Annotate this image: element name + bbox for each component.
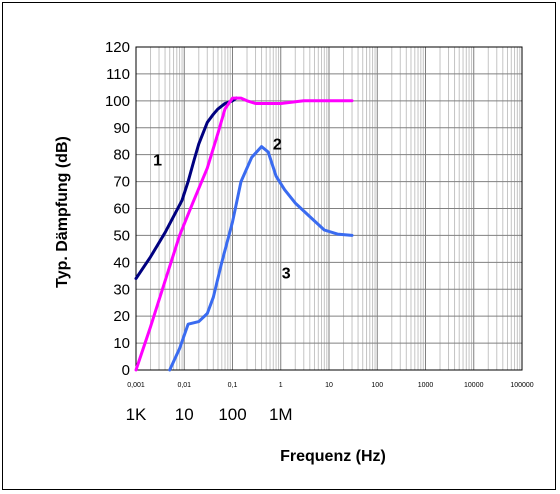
x-tick-label: 100 xyxy=(371,382,383,389)
alt-scale-label: 1K xyxy=(126,405,147,424)
x-tick-label: 10 xyxy=(325,382,333,389)
y-tick-label: 110 xyxy=(106,66,130,83)
alt-scale-label: 100 xyxy=(218,405,246,424)
y-tick-label: 0 xyxy=(122,362,130,379)
y-tick-label: 40 xyxy=(113,254,130,271)
y-tick-label: 120 xyxy=(105,39,130,56)
y-tick-label: 70 xyxy=(113,174,130,191)
series-annotation: 2 xyxy=(273,136,282,153)
series-lines xyxy=(136,98,352,370)
x-tick-label: 0,001 xyxy=(127,382,145,389)
series-annotation: 3 xyxy=(282,265,291,282)
series-line-2 xyxy=(136,98,352,370)
x-tick-labels: 0,001 0,01 0,1 1 10 100 1000 10000 100000 xyxy=(127,382,534,389)
y-tick-label: 50 xyxy=(113,227,130,244)
y-tick-label: 30 xyxy=(113,281,130,298)
y-axis-label: Typ. Dämpfung (dB) xyxy=(54,136,71,288)
y-tick-label: 80 xyxy=(113,147,130,164)
x-tick-label: 100000 xyxy=(510,382,533,389)
x-tick-label: 0,1 xyxy=(228,382,238,389)
alt-scale-label: 10 xyxy=(175,405,194,424)
x-tick-label: 1 xyxy=(279,382,283,389)
x-tick-label: 1000 xyxy=(418,382,434,389)
x-axis-label: Frequenz (Hz) xyxy=(280,448,386,465)
alt-scale-labels: 1K 10 100 1M xyxy=(126,405,293,424)
y-tick-label: 10 xyxy=(113,335,130,352)
series-annotation: 1 xyxy=(153,152,162,169)
y-tick-label: 60 xyxy=(113,201,130,218)
x-tick-label: 0,01 xyxy=(177,382,191,389)
y-tick-label: 100 xyxy=(105,93,130,110)
y-tick-label: 90 xyxy=(113,120,130,137)
y-tick-labels: 0 10 20 30 40 50 60 70 80 90 100 110 120 xyxy=(105,39,130,379)
alt-scale-label: 1M xyxy=(269,405,293,424)
y-tick-label: 20 xyxy=(113,308,130,325)
x-tick-label: 10000 xyxy=(464,382,484,389)
